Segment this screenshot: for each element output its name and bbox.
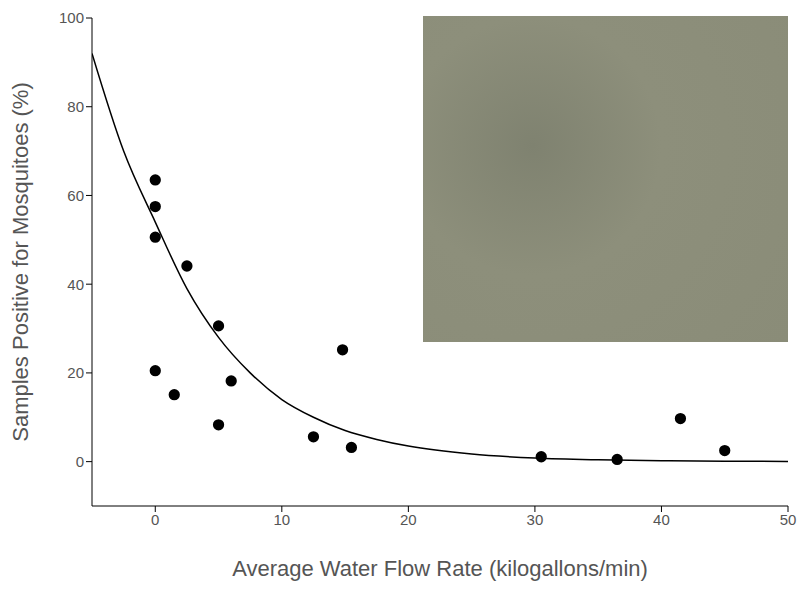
svg-text:30: 30 bbox=[527, 511, 544, 528]
svg-text:40: 40 bbox=[653, 511, 670, 528]
svg-text:0: 0 bbox=[151, 511, 159, 528]
svg-text:20: 20 bbox=[67, 364, 84, 381]
svg-text:60: 60 bbox=[67, 187, 84, 204]
svg-text:80: 80 bbox=[67, 98, 84, 115]
svg-text:20: 20 bbox=[400, 511, 417, 528]
svg-text:Average Water Flow Rate (kilog: Average Water Flow Rate (kilogallons/min… bbox=[232, 556, 648, 581]
svg-text:50: 50 bbox=[780, 511, 797, 528]
svg-text:0: 0 bbox=[76, 453, 84, 470]
svg-text:100: 100 bbox=[59, 9, 84, 26]
svg-text:40: 40 bbox=[67, 276, 84, 293]
svg-text:Samples Positive for Mosquitoe: Samples Positive for Mosquitoes (%) bbox=[8, 82, 33, 441]
svg-text:10: 10 bbox=[273, 511, 290, 528]
